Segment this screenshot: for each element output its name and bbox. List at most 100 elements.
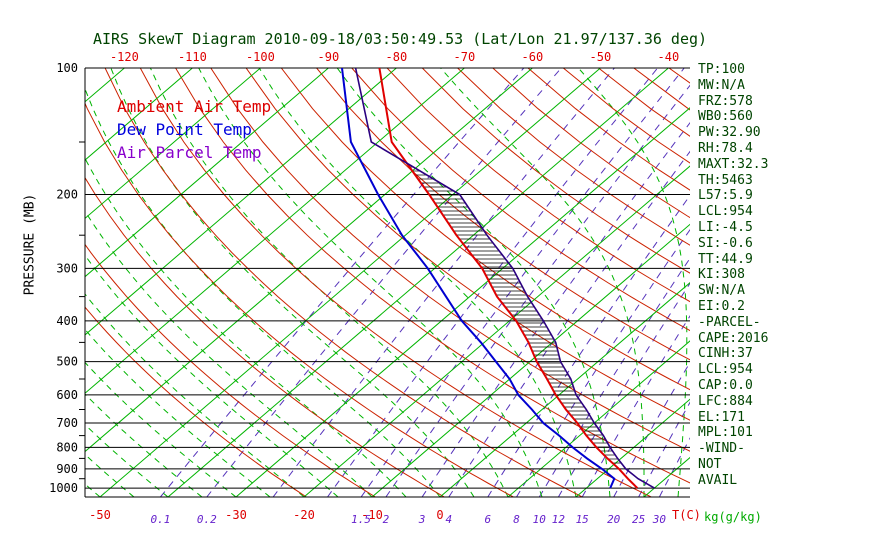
stat-line: WB0:560 <box>698 109 753 125</box>
moist-adiabat-line <box>440 68 645 497</box>
isotherm-line <box>85 68 329 278</box>
stat-line: LFC:884 <box>698 393 753 409</box>
pressure-tick-label: 100 <box>56 61 78 75</box>
mixing-ratio-label: 30 <box>652 513 667 526</box>
legend-dew-point-temp: Dew Point Temp <box>117 120 252 139</box>
isotherm-line <box>575 398 690 497</box>
bottom-temp-label: -30 <box>225 508 247 522</box>
mixing-ratio-line <box>538 257 690 497</box>
dry-adiabat-line <box>104 68 583 497</box>
stats-panel: TP:100 MW:N/A FRZ:578 WB0:560 PW:32.90 RH:78.… <box>698 62 768 489</box>
isotherm-line <box>303 165 690 497</box>
isotherm-line <box>235 107 690 497</box>
bottom-temp-label: -50 <box>89 508 111 522</box>
bottom-temp-label: -20 <box>293 508 315 522</box>
top-temp-label: -60 <box>522 50 544 64</box>
pressure-grid <box>79 67 690 498</box>
pressure-tick-label: 800 <box>56 440 78 454</box>
mixing-ratio-line <box>206 68 562 497</box>
stat-line: LCL:954 <box>698 362 753 378</box>
dry-adiabat-line <box>175 68 690 484</box>
mixing-ratio-label: 1.5 <box>351 513 371 526</box>
dry-adiabat-line <box>351 68 690 332</box>
bottom-temp-label: 0 <box>436 508 443 522</box>
mixing-ratio-label: 15 <box>576 513 589 526</box>
chart-title: AIRS SkewT Diagram 2010-09-18/03:50:49.5… <box>92 30 708 48</box>
dry-adiabat-line <box>85 102 514 497</box>
mixing-ratio-label: 6 <box>484 513 491 526</box>
pressure-tick-label: 400 <box>56 314 78 328</box>
pressure-tick-label: 1000 <box>49 481 78 495</box>
stat-line: AVAIL <box>698 472 738 488</box>
bottom-temp-label: -10 <box>361 508 383 522</box>
stat-line: EL:171 <box>698 409 745 425</box>
pressure-tick-label: 900 <box>56 462 78 476</box>
stat-line: TH:5463 <box>698 172 753 188</box>
isotherm-line <box>85 68 465 394</box>
stat-line: RH:78.4 <box>698 140 753 156</box>
stat-line: TT:44.9 <box>698 251 753 267</box>
mixing-unit-label: kg(g/kg) <box>704 510 762 524</box>
ambient-temp-curve <box>378 68 639 489</box>
stat-line: NOT <box>698 456 722 472</box>
stat-line: KI:308 <box>698 267 745 283</box>
dry-adiabat-line <box>386 68 690 303</box>
mixing-ratio-label: 25 <box>632 513 645 526</box>
moist-adiabat-line <box>85 361 237 497</box>
dry-adiabat-line <box>85 243 376 497</box>
stat-line: CINH:37 <box>698 346 753 362</box>
sounding-curves <box>341 68 655 489</box>
dry-adiabat-line <box>85 176 445 497</box>
dewpoint-curve <box>341 68 616 489</box>
dry-adiabat-lines <box>85 68 690 497</box>
stat-line: LCL:954 <box>698 204 753 220</box>
moist-adiabat-line <box>110 68 475 497</box>
plot-background <box>85 68 690 497</box>
stat-line: CAPE:2016 <box>698 330 769 346</box>
moist-adiabat-line <box>198 68 543 497</box>
dry-adiabat-line <box>457 68 690 246</box>
isotherm-lines <box>85 68 690 497</box>
parcel-temp-curve <box>354 68 655 489</box>
pressure-tick-label: 500 <box>56 355 78 369</box>
pressure-tick-label: 300 <box>56 261 78 275</box>
mixing-ratio-label: 20 <box>607 513 621 526</box>
legend: Ambient Air Temp Dew Point Temp Air Parc… <box>117 95 271 164</box>
pressure-tick-label: 600 <box>56 388 78 402</box>
isotherm-line <box>85 68 261 220</box>
isotherm-line <box>85 68 125 103</box>
mixing-ratio-label: 0.2 <box>197 513 217 526</box>
dry-adiabat-line <box>421 68 690 274</box>
isotherm-line <box>507 340 690 497</box>
moist-adiabat-line <box>85 328 271 497</box>
stat-line: SI:-0.6 <box>698 235 753 251</box>
moist-adiabat-line <box>258 68 577 497</box>
axis-labels: -120 -110 -100 -90 -80 -70 -60 -50 -40-50 -30 -20-… <box>49 50 679 526</box>
stat-line: L57:5.9 <box>698 188 753 204</box>
mixing-ratio-line <box>385 84 690 497</box>
top-temp-label: -70 <box>454 50 476 64</box>
mixing-ratio-label: 0.1 <box>150 513 170 526</box>
stat-line: EI:0.2 <box>698 298 745 314</box>
dry-adiabat-line <box>316 68 690 361</box>
mixing-ratio-label: 10 <box>533 513 547 526</box>
temp-unit-label: T(C) <box>672 508 701 522</box>
top-temp-label: -40 <box>658 50 680 64</box>
moist-adiabat-line <box>85 254 339 497</box>
stat-line: MPL:101 <box>698 425 753 441</box>
isotherm-line <box>85 68 533 453</box>
moist-adiabat-line <box>149 68 509 497</box>
mixing-ratio-label: 8 <box>513 513 520 526</box>
top-temp-label: -80 <box>386 50 408 64</box>
top-temp-label: -50 <box>590 50 612 64</box>
stat-line: MW:N/A <box>698 77 745 93</box>
pressure-tick-label: 200 <box>56 188 78 202</box>
pressure-tick-label: 700 <box>56 416 78 430</box>
stat-line: PW:32.90 <box>698 125 761 141</box>
dry-adiabat-line <box>139 68 652 497</box>
top-temp-label: -90 <box>318 50 340 64</box>
isotherm-line <box>371 223 690 497</box>
stat-line: MAXT:32.3 <box>698 156 769 172</box>
mixing-ratio-line <box>272 68 615 497</box>
cape-hatch <box>409 166 622 464</box>
